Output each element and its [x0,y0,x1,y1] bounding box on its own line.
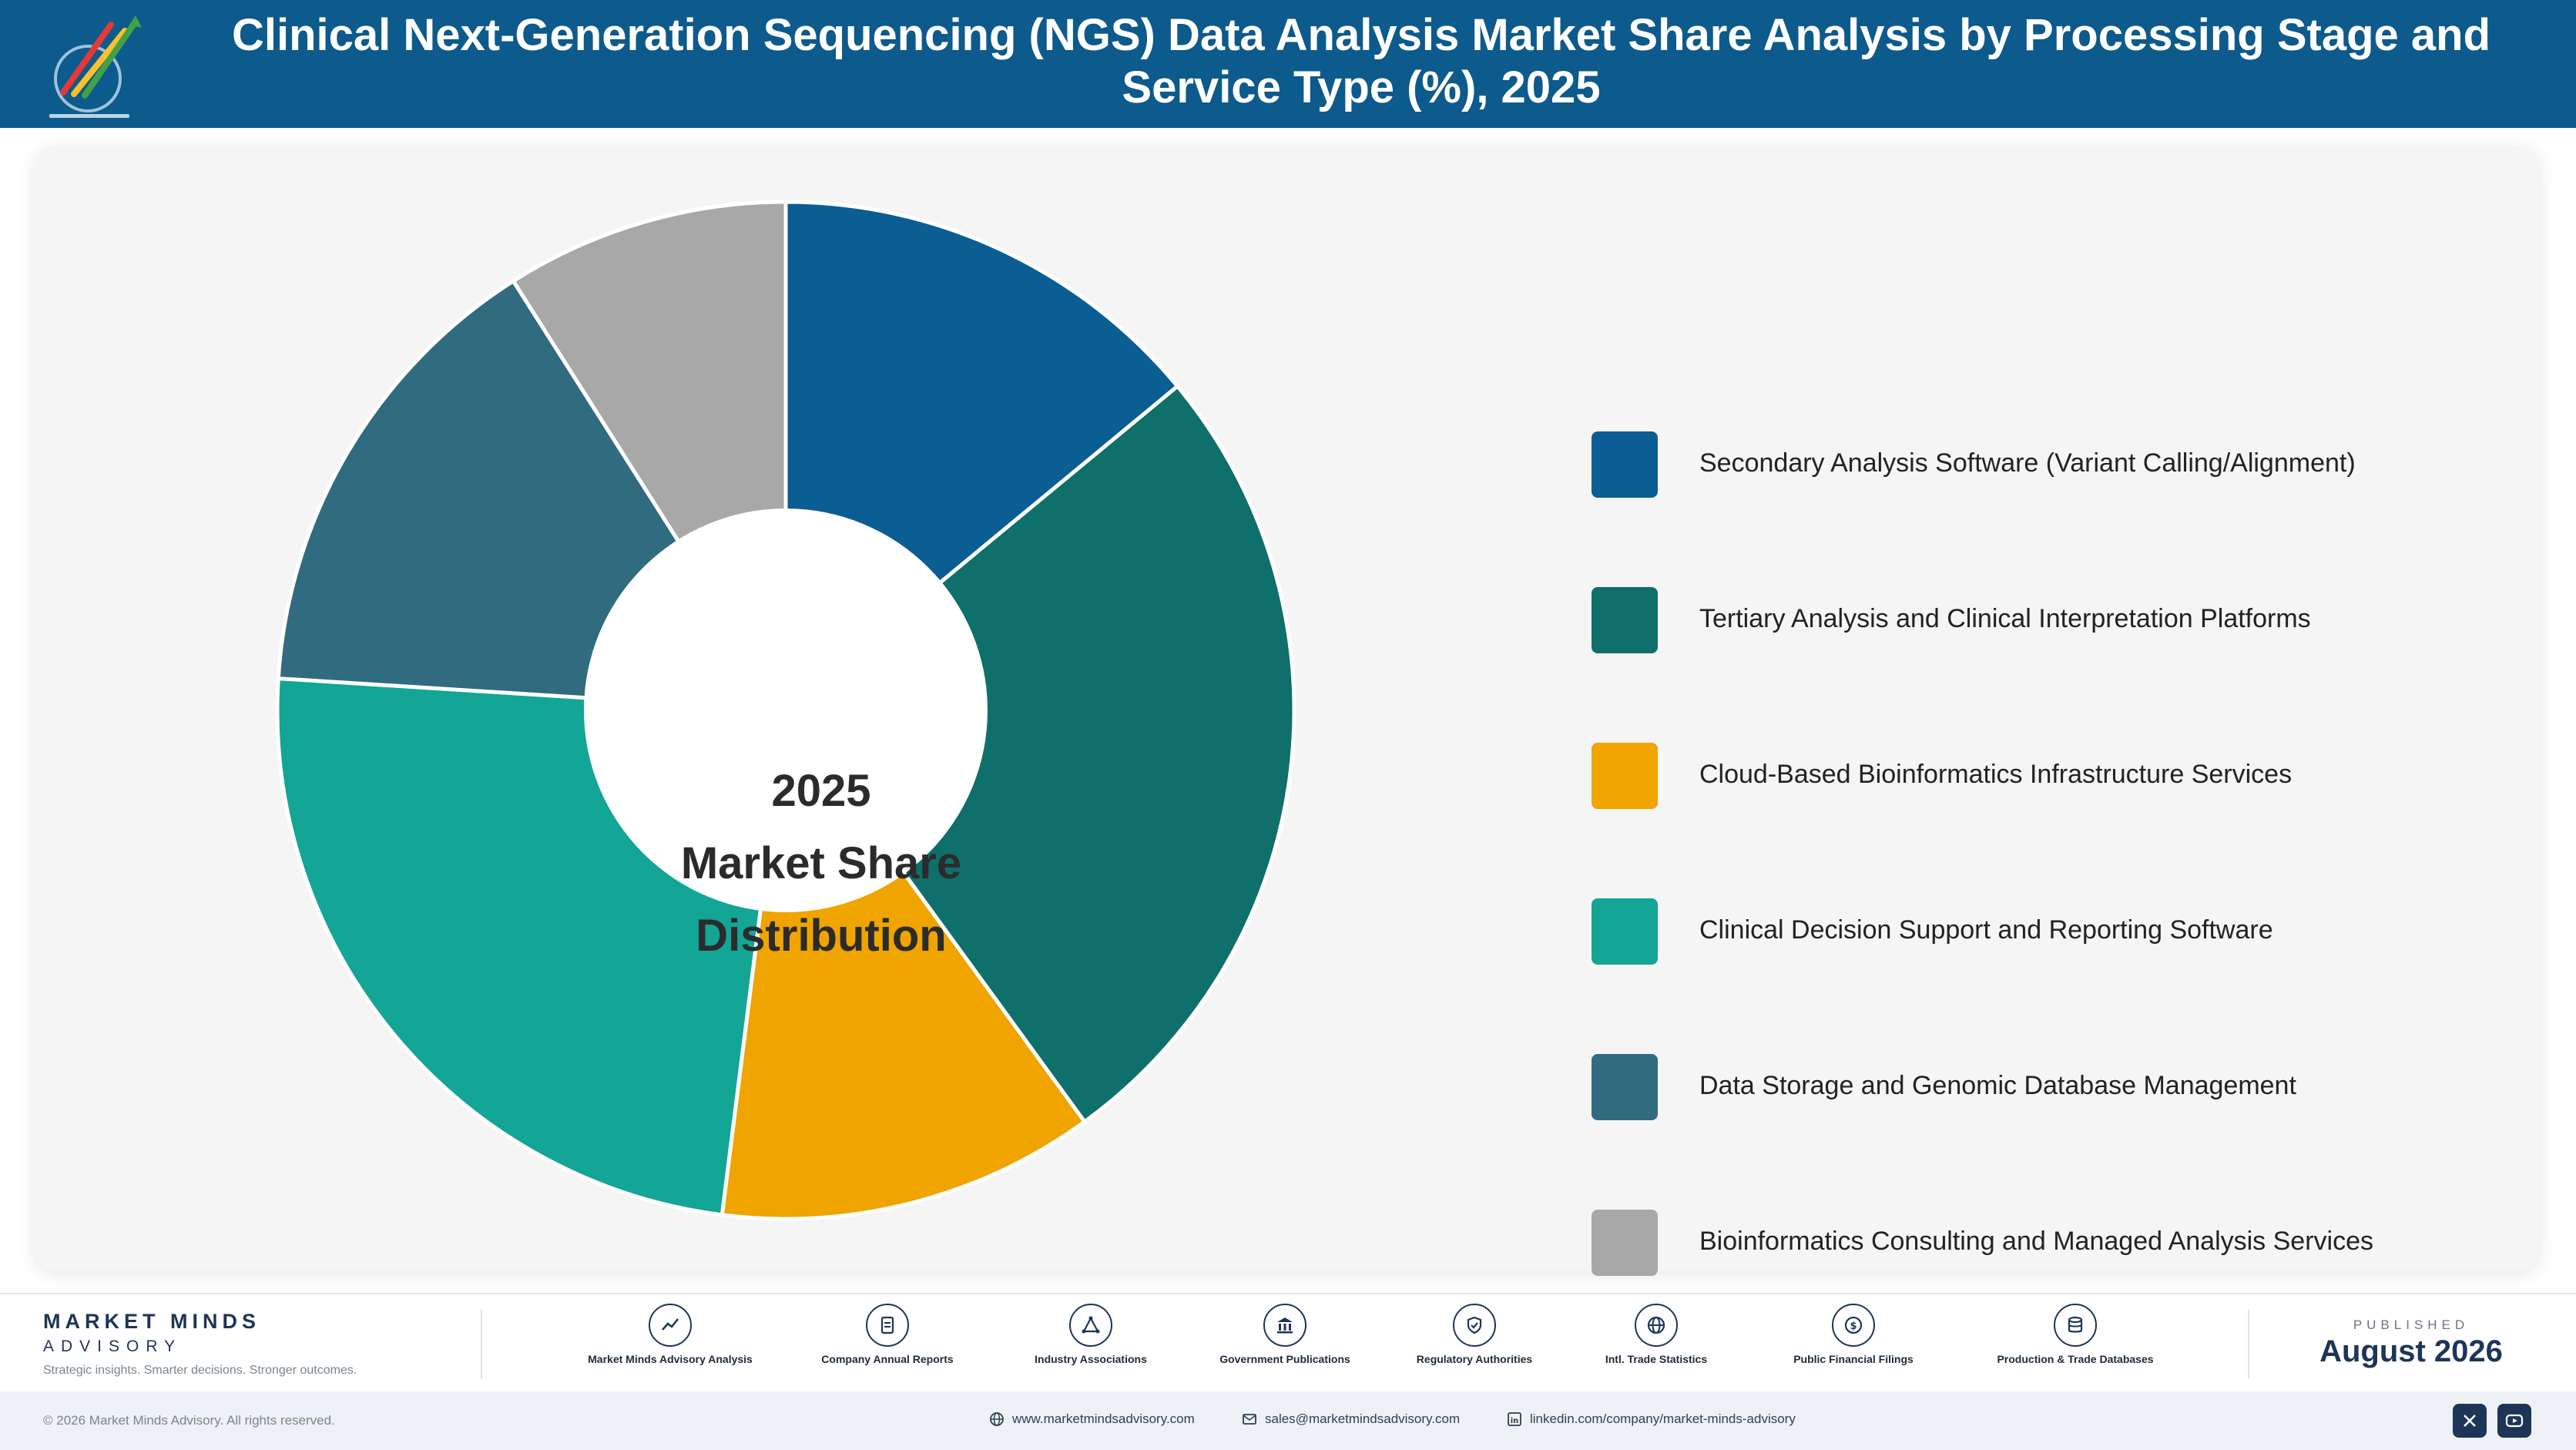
legend-swatch [1592,1210,1658,1276]
youtube-icon[interactable] [2497,1404,2531,1438]
market-minds-logo-icon [49,15,142,118]
header-bar: Clinical Next-Generation Sequencing (NGS… [0,0,2576,128]
source-company-reports: Company Annual Reports [803,1304,972,1366]
source-government-publications: Government Publications [1200,1304,1370,1366]
trend-line-icon [649,1304,692,1347]
svg-text:in: in [1511,1417,1519,1425]
legend-swatch [1592,1054,1658,1120]
legend-label: Bioinformatics Consulting and Managed An… [1699,1227,2374,1256]
legend-label: Cloud-Based Bioinformatics Infrastructur… [1699,760,2293,789]
email-text[interactable]: sales@marketmindsadvisory.com [1265,1411,1461,1426]
x-icon[interactable] [2453,1404,2487,1438]
source-label: Intl. Trade Statistics [1605,1353,1708,1365]
source-trade-statistics: Intl. Trade Statistics [1571,1304,1741,1366]
footer-divider [481,1310,482,1379]
source-financial-filings: $ Public Financial Filings [1769,1304,1938,1366]
website-text[interactable]: www.marketmindsadvisory.com [1012,1411,1195,1426]
published-date: August 2026 [2319,1334,2503,1368]
legend-swatch [1592,431,1658,498]
globe-icon [990,1412,1004,1426]
database-icon [2054,1304,2097,1347]
globe-icon [1635,1304,1678,1347]
brand-name: MARKET MINDS [43,1310,260,1333]
center-label-year: 2025 [771,766,871,816]
network-icon [1069,1304,1112,1347]
legend-label: Tertiary Analysis and Clinical Interpret… [1699,604,2311,633]
pie-chart [275,200,1296,1221]
linkedin-text[interactable]: linkedin.com/company/market-minds-adviso… [1530,1411,1796,1426]
legend-label: Data Storage and Genomic Database Manage… [1699,1071,2296,1100]
center-label-line3: Distribution [696,911,947,961]
source-label: Company Annual Reports [821,1353,954,1365]
legend-label: Clinical Decision Support and Reporting … [1699,915,2273,945]
donut-hole [584,509,988,912]
source-trade-databases: Production & Trade Databases [1991,1304,2160,1366]
chart-title: Clinical Next-Generation Sequencing (NGS… [231,10,2491,112]
published-label: PUBLISHED [2353,1317,2470,1332]
footer-divider [2248,1310,2249,1379]
legend-swatch [1592,587,1658,653]
source-regulatory-authorities: Regulatory Authorities [1390,1304,1559,1366]
shield-check-icon [1453,1304,1496,1347]
chart-card: 2025 Market Share Distribution Secondary… [35,146,2539,1276]
legend-swatch [1592,743,1658,809]
email-link[interactable]: sales@marketmindsadvisory.com [1242,1411,1460,1427]
pie-slice [783,383,1296,1125]
website-link[interactable]: www.marketmindsadvisory.com [989,1411,1195,1427]
center-label-line2: Market Share [680,838,962,888]
linkedin-icon: in [1508,1412,1521,1426]
source-label: Government Publications [1219,1353,1350,1365]
source-industry-associations: Industry Associations [1006,1304,1176,1366]
donut-center-label: 2025 Market Share Distribution [621,755,1021,972]
legend-label: Secondary Analysis Software (Variant Cal… [1699,448,2356,478]
copyright-text: © 2026 Market Minds Advisory. All rights… [43,1413,335,1428]
source-label: Market Minds Advisory Analysis [588,1353,753,1365]
document-icon [866,1304,909,1347]
svg-text:$: $ [1850,1321,1857,1332]
legend-swatch [1592,898,1658,965]
footer-band: MARKET MINDS ADVISORY Strategic insights… [0,1293,2576,1391]
source-label: Production & Trade Databases [1997,1353,2154,1365]
source-label: Regulatory Authorities [1416,1353,1533,1365]
brand-subtitle: ADVISORY [43,1338,183,1355]
currency-coin-icon: $ [1832,1304,1875,1347]
bottom-bar: © 2026 Market Minds Advisory. All rights… [0,1391,2576,1450]
mail-icon [1243,1414,1256,1425]
source-label: Industry Associations [1035,1353,1147,1365]
source-label: Public Financial Filings [1793,1353,1914,1365]
government-building-icon [1263,1304,1306,1347]
linkedin-link[interactable]: in linkedin.com/company/market-minds-adv… [1507,1411,1796,1427]
brand-tagline: Strategic insights. Smarter decisions. S… [43,1364,357,1377]
source-market-minds-analysis: Market Minds Advisory Analysis [585,1304,755,1366]
